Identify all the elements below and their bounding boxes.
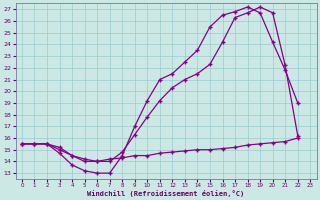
- X-axis label: Windchill (Refroidissement éolien,°C): Windchill (Refroidissement éolien,°C): [87, 190, 245, 197]
